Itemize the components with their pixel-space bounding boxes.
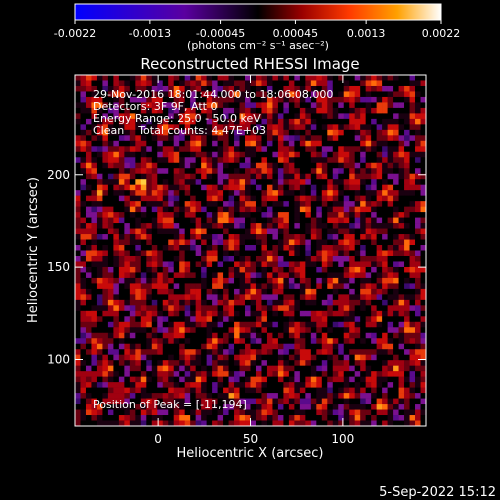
heatmap-image [75,75,427,427]
y-tick-label: 200 [47,168,70,182]
annotation-time-range: 29-Nov-2016 18:01:44.000 to 18:06:08.000 [93,88,333,101]
footer-date: 5-Sep-2022 15:12 [379,485,496,500]
x-tick-label: 100 [331,432,354,446]
x-axis-ticks: 0 50 100 [154,75,354,446]
annotation-detectors: Detectors: 3F 9F, Att 0 [93,100,217,113]
colorbar [74,3,442,21]
colorbar-unit-label: (photons cm⁻² s⁻¹ asec⁻²) [187,39,329,52]
colorbar-tick-label: -0.0013 [129,27,171,40]
y-axis-ticks: 100 150 200 [47,168,426,366]
annotation-energy-range: Energy Range: 25.0 - 50.0 keV [93,112,261,125]
y-tick-label: 100 [47,352,70,366]
colorbar-tick-label: 0.0013 [347,27,386,40]
colorbar-tick-label: 0.0022 [422,27,461,40]
x-tick-label: 0 [154,432,162,446]
colorbar-tick-label: -0.00045 [196,27,245,40]
y-tick-label: 150 [47,260,70,274]
y-axis-label: Heliocentric Y (arcsec) [26,177,41,323]
annotation-peak-position: Position of Peak = [-11,194] [93,398,247,411]
colorbar-tick-label: -0.0022 [54,27,96,40]
x-axis-label: Heliocentric X (arcsec) [177,446,324,461]
annotation-clean-counts: Clean Total counts: 4.47E+03 [93,124,266,137]
colorbar-tick-label: 0.00045 [273,27,319,40]
chart-title: Reconstructed RHESSI Image [140,55,359,73]
x-tick-label: 50 [243,432,258,446]
colorbar-ticks: -0.0022 -0.0013 -0.00045 0.00045 0.0013 0.002… [54,20,460,40]
